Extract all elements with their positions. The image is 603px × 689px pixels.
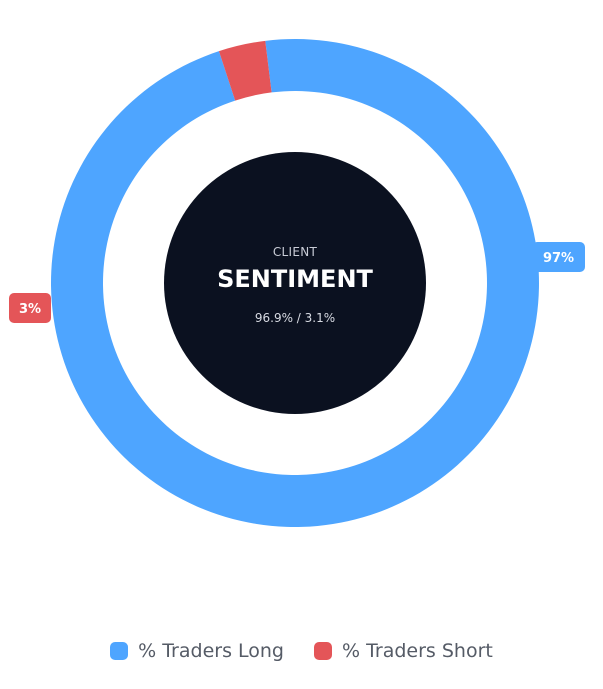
data-label-short-bg [9,293,51,323]
center-caption: CLIENT [273,245,318,259]
data-label-long: 97% [532,242,585,272]
legend-swatch-short [313,642,332,660]
center-title: SENTIMENT [217,265,373,293]
data-labels: 97% 3% [9,242,585,323]
legend: % Traders Long % Traders Short [0,640,603,662]
data-label-short: 3% [9,293,51,323]
legend-swatch-long [110,642,129,660]
donut-slices [51,39,540,527]
legend-item-long[interactable]: % Traders Long [110,640,284,662]
center-ratio: 96.9% / 3.1% [255,311,335,325]
data-label-long-text: 97% [543,251,574,266]
legend-item-short[interactable]: % Traders Short [313,640,493,662]
slice-short[interactable] [218,40,272,101]
legend-label-long: % Traders Long [138,640,284,662]
data-label-long-bg [532,242,585,272]
legend-label-short: % Traders Short [341,640,493,662]
data-label-short-text: 3% [19,302,41,317]
center-disc [164,152,426,414]
